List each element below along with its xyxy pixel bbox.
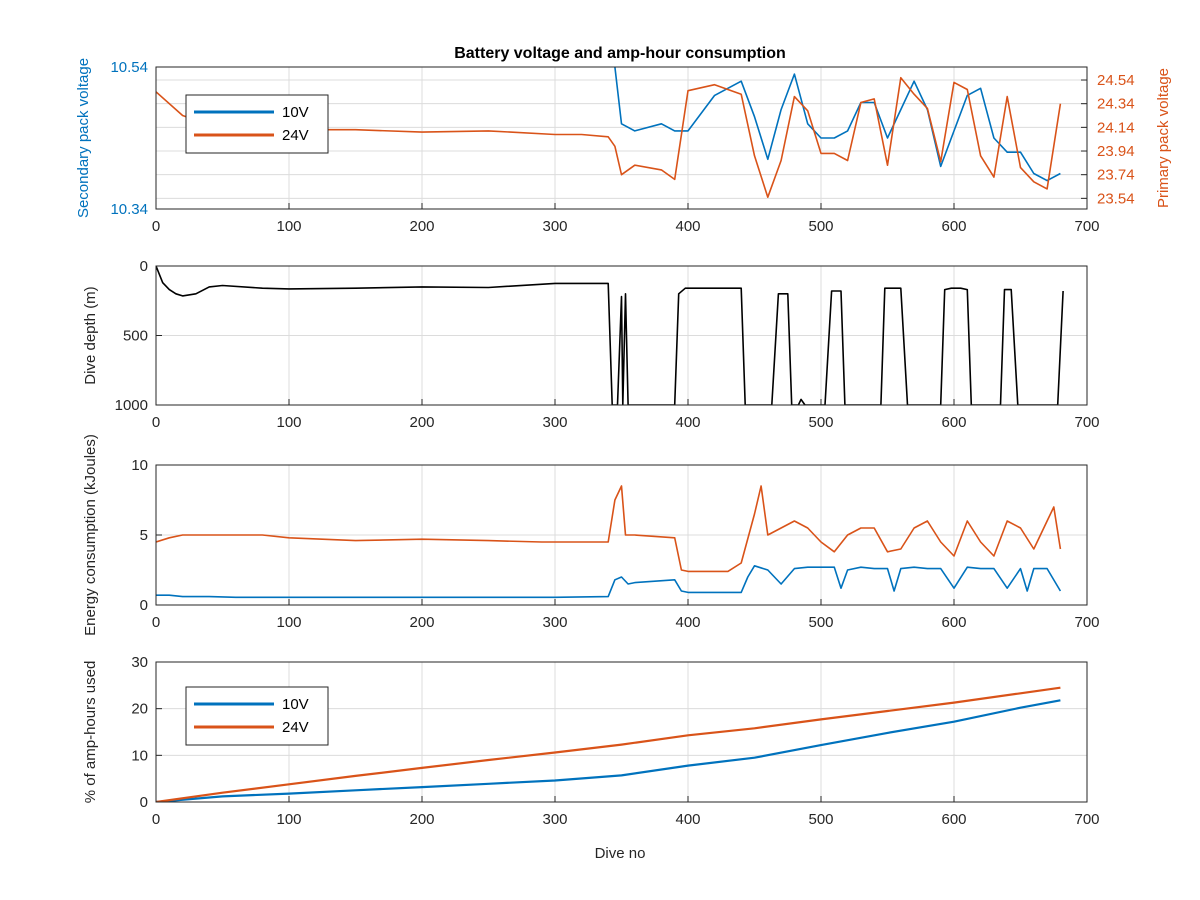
x-tick-label: 100 [276, 218, 301, 235]
subplots-group: 0 100 200 300 400 500 600 70010.3410.5423.5423.… [75, 58, 1172, 828]
legend-label: 24V [282, 719, 309, 736]
legend-label: 24V [282, 127, 309, 144]
x-tick-label: 500 [808, 218, 833, 235]
x-tick-label: 700 [1074, 414, 1099, 431]
x-tick-label: 300 [542, 811, 567, 828]
y-axis-label: Dive depth (m) [82, 286, 99, 384]
x-tick-label: 700 [1074, 614, 1099, 631]
series-line-10v [156, 699, 1061, 802]
x-tick-label: 0 [152, 811, 160, 828]
x-tick-label: 100 [276, 811, 301, 828]
y-axis-label: % of amp-hours used [82, 661, 99, 804]
x-tick-label: 700 [1074, 811, 1099, 828]
series-line-24v [156, 686, 1061, 802]
x-axis-label: Dive no [595, 845, 646, 862]
y-right-tick-label: 24.34 [1097, 96, 1135, 113]
y-right-tick-label: 23.74 [1097, 167, 1135, 184]
legend-box [185, 686, 329, 746]
legend-label: 10V [282, 696, 309, 713]
x-tick-label: 200 [409, 614, 434, 631]
x-tick-label: 500 [808, 614, 833, 631]
y-right-tick-label: 24.54 [1097, 72, 1135, 89]
y-right-tick-label: 23.54 [1097, 190, 1135, 207]
x-tick-label: 600 [941, 218, 966, 235]
legend-box [185, 94, 329, 154]
x-tick-label: 300 [542, 218, 567, 235]
y-tick-label: 1000 [115, 397, 148, 414]
series-line-24v [156, 485, 1062, 573]
x-tick-label: 0 [152, 218, 160, 235]
series-line-10v [613, 67, 1061, 182]
series-line-10v [156, 564, 1062, 599]
x-tick-label: 500 [808, 414, 833, 431]
x-tick-label: 200 [409, 218, 434, 235]
y-tick-label: 0 [140, 794, 148, 811]
axes-frame [155, 661, 1088, 803]
x-tick-label: 400 [675, 414, 700, 431]
y-tick-label: 30 [131, 654, 148, 671]
x-tick-label: 400 [675, 614, 700, 631]
subplot-4: 0 100 200 300 400 500 600 700 0 10 20 30 % of amp-ho… [82, 654, 1100, 828]
x-tick-label: 100 [276, 614, 301, 631]
x-tick-label: 700 [1074, 218, 1099, 235]
x-tick-label: 300 [542, 414, 567, 431]
y-right-tick-label: 23.94 [1097, 143, 1135, 160]
axes-frame [155, 66, 1088, 210]
x-tick-label: 500 [808, 811, 833, 828]
x-tick-label: 600 [941, 811, 966, 828]
y-tick-label: 5 [140, 527, 148, 544]
x-tick-label: 100 [276, 414, 301, 431]
series-line-depth [156, 266, 1064, 405]
legend-label: 10V [282, 104, 309, 121]
y-tick-label: 0 [140, 597, 148, 614]
x-tick-label: 200 [409, 811, 434, 828]
y-tick-label: 20 [131, 701, 148, 718]
figure-title: Battery voltage and amp-hour consumption [454, 45, 786, 62]
x-tick-label: 600 [941, 414, 966, 431]
y-tick-label: 10 [131, 747, 148, 764]
x-tick-label: 600 [941, 614, 966, 631]
x-tick-label: 400 [675, 811, 700, 828]
y-tick-label: 500 [123, 328, 148, 345]
subplot-1: 0 100 200 300 400 500 600 700 10.34 10.54 23.54 23.… [75, 58, 1172, 235]
y-axis-label: Secondary pack voltage [75, 58, 92, 218]
y-tick-label: 10.54 [110, 59, 148, 76]
subplot-3: 0 100 200 300 400 500 600 700 0 5 10 Energy consump… [82, 434, 1100, 636]
x-tick-label: 0 [152, 414, 160, 431]
y-right-tick-label: 24.14 [1097, 119, 1135, 136]
x-tick-label: 200 [409, 414, 434, 431]
y-tick-label: 0 [140, 258, 148, 275]
y-tick-label: 10.34 [110, 201, 148, 218]
y-axis-label: Energy consumption (kJoules) [82, 434, 99, 636]
series-line-24v [156, 76, 1062, 198]
y-tick-label: 10 [131, 457, 148, 474]
subplot-2: 0 100 200 300 400 500 600 700 0 500 1000 Dive depth… [82, 258, 1100, 431]
x-tick-label: 300 [542, 614, 567, 631]
x-tick-label: 0 [152, 614, 160, 631]
y-right-axis-label: Primary pack voltage [1155, 68, 1172, 208]
x-tick-label: 400 [675, 218, 700, 235]
